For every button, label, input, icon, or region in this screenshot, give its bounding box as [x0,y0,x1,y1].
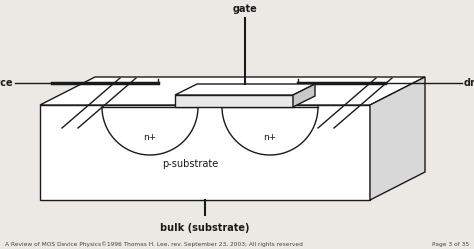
Polygon shape [40,77,425,105]
Text: Page 3 of 35: Page 3 of 35 [432,242,469,247]
Text: n+: n+ [264,132,277,141]
Text: n+: n+ [143,132,156,141]
Polygon shape [370,77,425,200]
Polygon shape [293,84,315,107]
Text: p-substrate: p-substrate [162,159,218,169]
Text: bulk (substrate): bulk (substrate) [160,223,250,233]
Bar [175,95,293,107]
Text: drain: drain [464,78,474,88]
Bar [40,105,370,200]
Text: source: source [0,78,13,88]
Text: A Review of MOS Device Physics©1996 Thomas H. Lee, rev. September 23, 2003; All : A Review of MOS Device Physics©1996 Thom… [5,241,302,247]
Polygon shape [175,84,315,95]
Text: gate: gate [233,4,257,14]
